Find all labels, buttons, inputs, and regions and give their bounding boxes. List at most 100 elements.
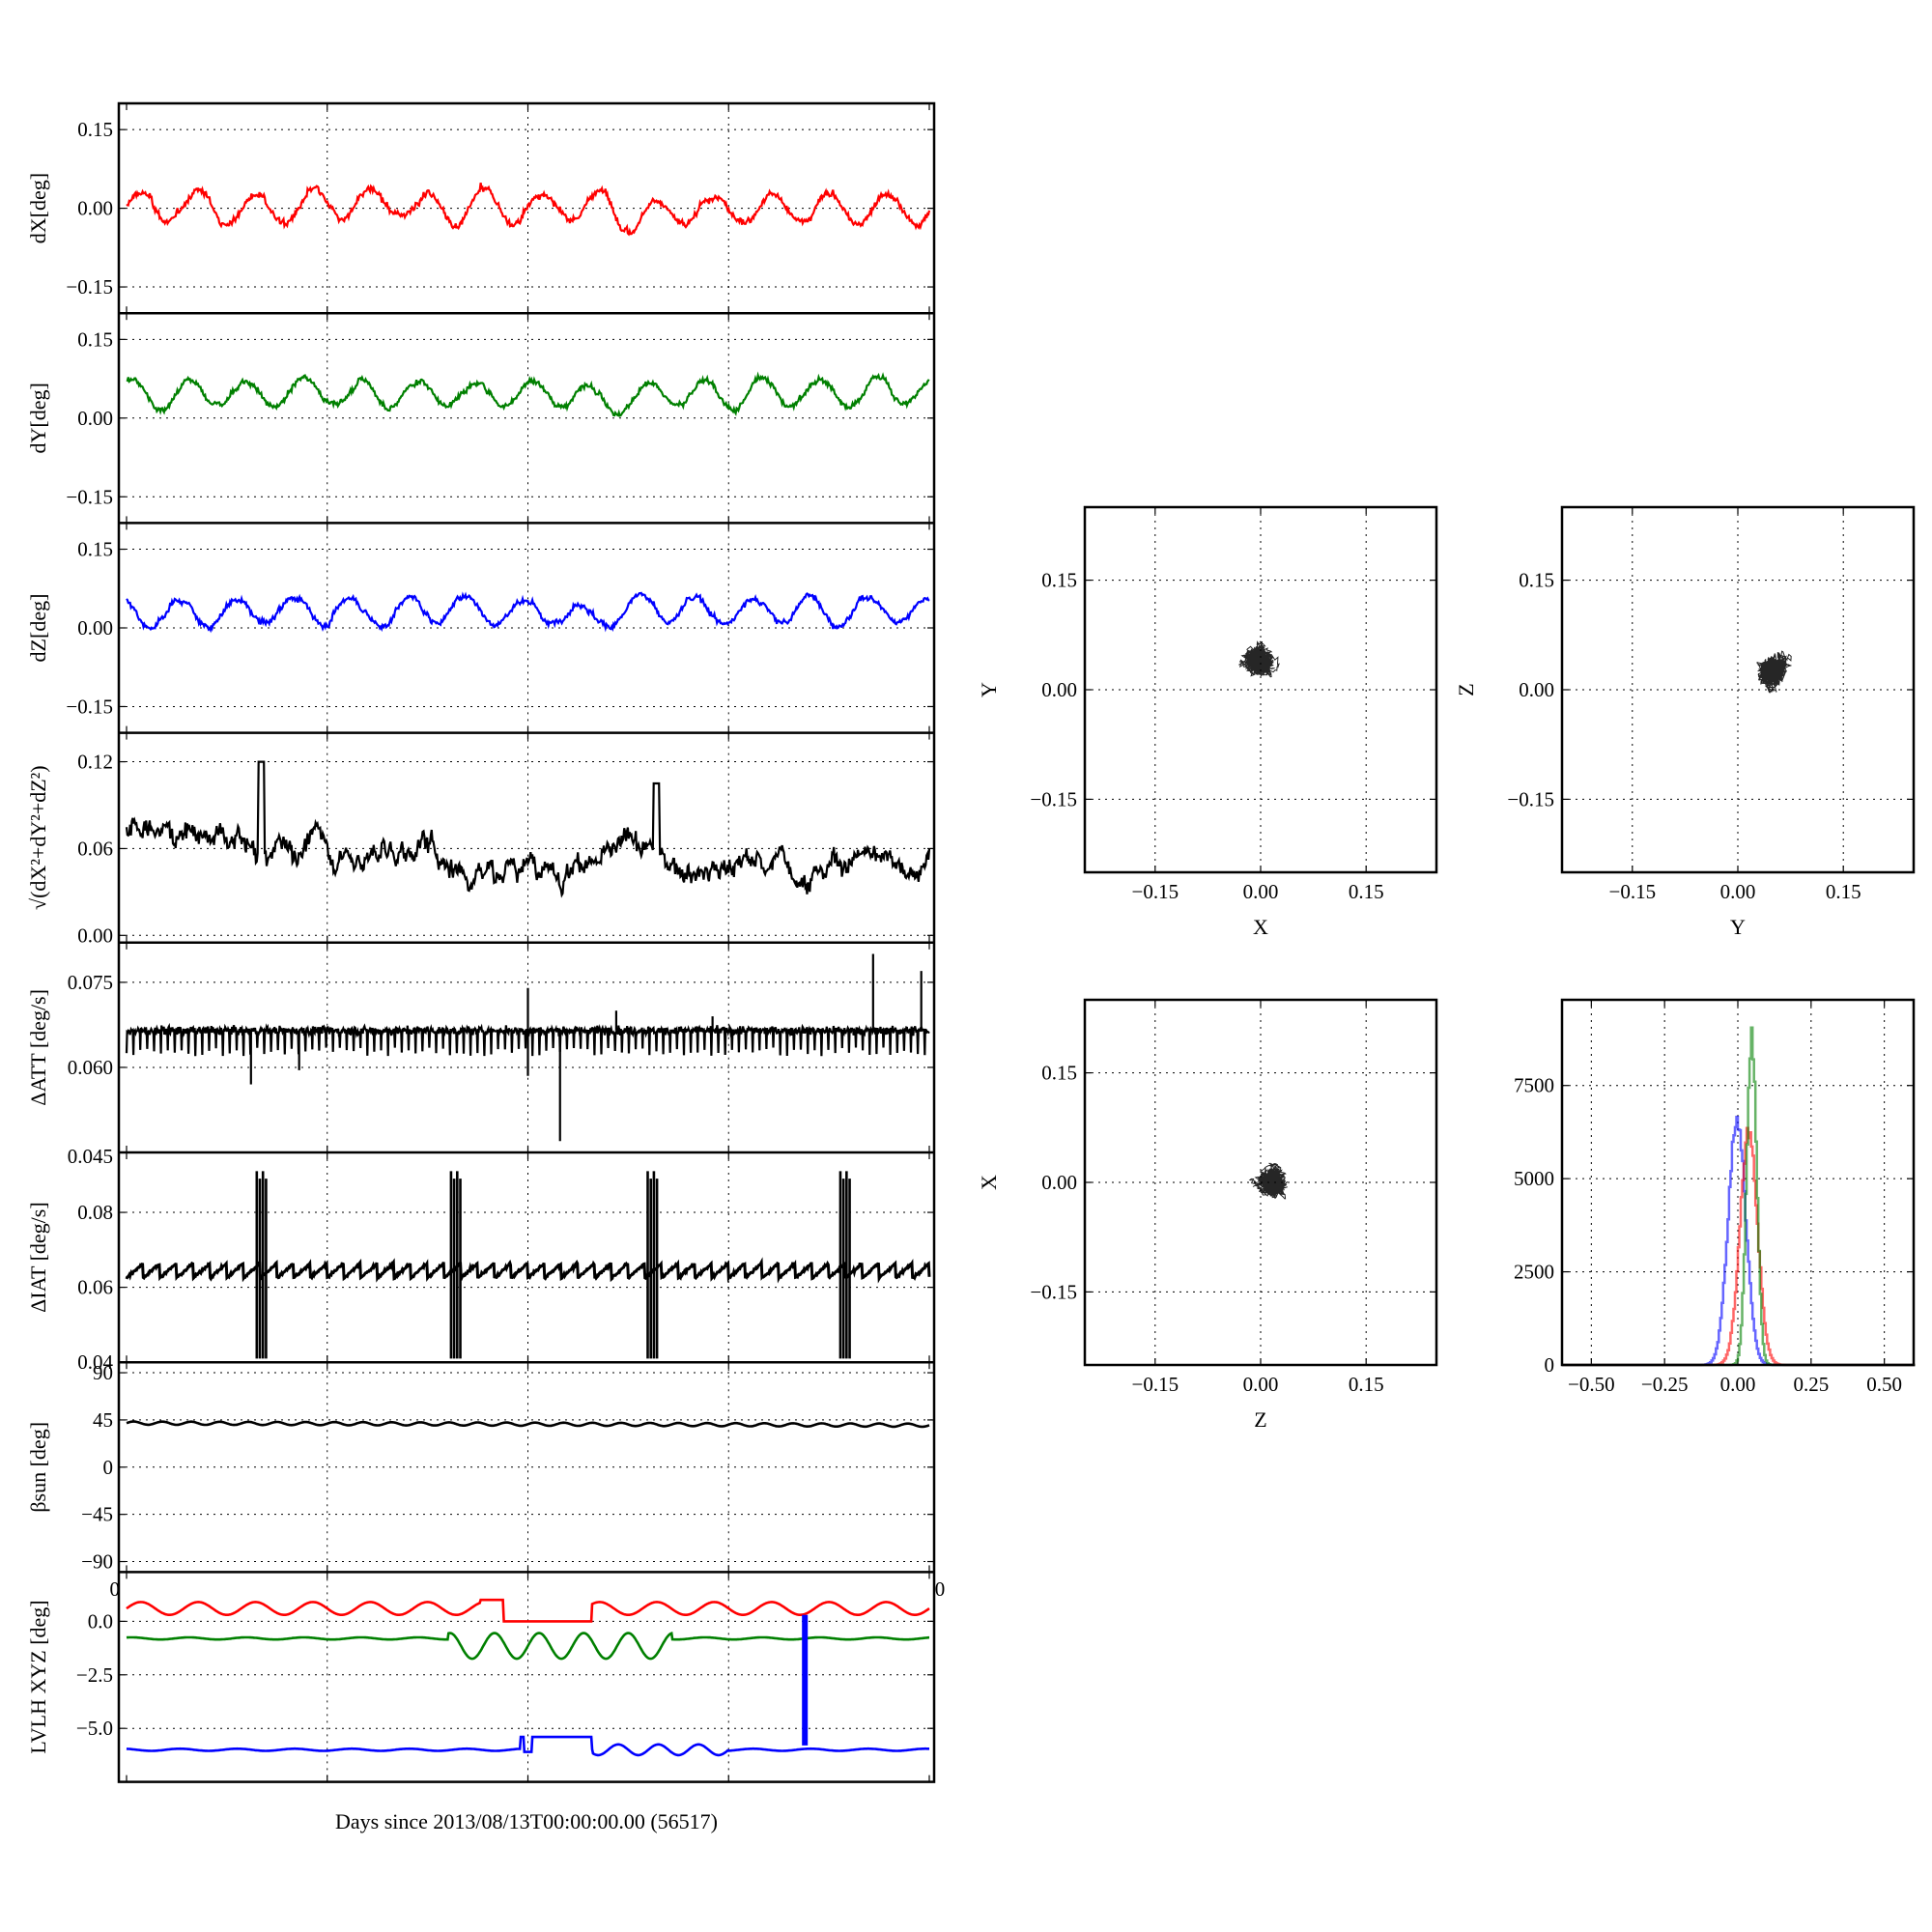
x-axis-label: X — [1253, 915, 1268, 939]
y-tick-label: 7500 — [1514, 1074, 1554, 1097]
y-tick-label: 0.12 — [77, 751, 113, 774]
y-tick-label: 0.15 — [1519, 569, 1554, 592]
y-axis-label: βsun [deg] — [26, 1422, 50, 1513]
y-axis-label: LVLH XYZ [deg] — [26, 1600, 50, 1753]
y-tick-label: 0.00 — [1519, 678, 1554, 701]
x-axis-label: Y — [1730, 915, 1746, 939]
y-tick-label: −2.5 — [76, 1663, 113, 1687]
y-tick-label: 0.04 — [77, 1350, 113, 1374]
y-tick-label: 0.08 — [77, 1201, 113, 1224]
timeseries-panel: 0.15 0.00 −0.15 dY[deg] — [26, 311, 934, 524]
timeseries-panel: 0.08 0.06 0.04 ΔIAT [deg/s] — [26, 1151, 934, 1374]
overlap-tick-label: 0 — [110, 1577, 121, 1601]
x-tick-label: −0.15 — [1609, 880, 1657, 903]
x-axis-label: Z — [1254, 1407, 1266, 1432]
y-tick-label: −0.15 — [1507, 787, 1554, 810]
y-tick-label: 0.0 — [88, 1609, 113, 1633]
y-axis-label: ΔIAT [deg/s] — [26, 1202, 50, 1313]
left-frame — [117, 101, 936, 1783]
y-tick-label: −5.0 — [76, 1717, 113, 1740]
panel-frame — [1083, 505, 1438, 874]
scatter-panel: −0.15 0.00 0.15 0.15 0.00 −0.15 Z X — [977, 998, 1438, 1432]
y-tick-label: 0.060 — [68, 1056, 113, 1079]
scatter-trace — [1248, 1162, 1289, 1200]
x-tick-label: −0.25 — [1641, 1373, 1689, 1396]
x-tick-label: −0.15 — [1132, 1373, 1179, 1396]
y-tick-label: 0.00 — [77, 407, 113, 430]
y-tick-label: 0.00 — [1041, 678, 1077, 701]
histogram-panel: −0.50 −0.25 0.00 0.25 0.50 7500 5000 2500 0 — [1514, 998, 1916, 1396]
y-tick-label: 0 — [103, 1456, 114, 1479]
y-tick-label: −0.15 — [1030, 787, 1077, 810]
y-tick-label: 45 — [93, 1408, 113, 1432]
histogram-line — [1562, 1126, 1916, 1367]
y-tick-label: 0.00 — [77, 197, 113, 220]
time-axis-label: Days since 2013/08/13T00:00:00.00 (56517… — [335, 1809, 718, 1833]
plot-area: 0.150.00−0.15dX[deg]0.150.00−0.15dY[deg]… — [26, 101, 1916, 1783]
y-tick-label: 90 — [93, 1361, 113, 1384]
x-tick-label: 0.25 — [1793, 1373, 1829, 1396]
y-axis-label: Y — [977, 682, 1001, 697]
y-tick-label: −0.15 — [66, 485, 113, 508]
panel-frame — [1083, 998, 1438, 1367]
y-tick-label: −45 — [81, 1503, 113, 1526]
y-axis-label: X — [977, 1175, 1001, 1190]
y-tick-label: 0.00 — [77, 616, 113, 639]
y-tick-label: 2500 — [1514, 1261, 1554, 1284]
x-tick-label: 0.15 — [1349, 880, 1384, 903]
y-tick-label: 0.15 — [1041, 569, 1077, 592]
series-line — [126, 591, 930, 634]
panel-frame — [1560, 998, 1916, 1367]
series-line — [126, 1735, 929, 1757]
scatter-panel: −0.15 0.00 0.15 0.15 0.00 −0.15 Y Z — [1454, 505, 1916, 939]
y-axis-label: dZ[deg] — [26, 594, 50, 663]
series-line — [126, 1598, 930, 1623]
scatter-trace — [1238, 640, 1280, 678]
y-tick-label: 0.075 — [68, 971, 113, 994]
overlap-tick-label: 0.045 — [68, 1145, 113, 1168]
y-tick-label: −0.15 — [1030, 1280, 1077, 1303]
timeseries-panel: 0.0 −2.5 −5.0 LVLH XYZ [deg] — [26, 1571, 934, 1782]
timeseries-panel: 90 45 0 −45 −90 βsun [deg] — [26, 1360, 934, 1574]
y-axis-label: dY[deg] — [26, 383, 50, 453]
y-tick-label: 5000 — [1514, 1167, 1554, 1190]
y-tick-label: −0.15 — [66, 695, 113, 718]
x-tick-label: −0.50 — [1568, 1373, 1615, 1396]
scatter-trace — [1756, 650, 1793, 694]
x-tick-label: 0.00 — [1243, 1373, 1279, 1396]
timeseries-panel: 0.075 0.060 ΔATT [deg/s] — [26, 941, 934, 1152]
x-tick-label: −0.15 — [1132, 880, 1179, 903]
x-tick-label: 0.00 — [1243, 880, 1279, 903]
y-tick-label: 0.15 — [77, 327, 113, 351]
scatter-panel: −0.15 0.00 0.15 0.15 0.00 −0.15 X Y — [977, 505, 1438, 939]
y-tick-label: 0.15 — [77, 118, 113, 141]
series-line — [125, 760, 931, 898]
x-tick-label: 0.00 — [1720, 1373, 1756, 1396]
y-tick-label: 0.06 — [77, 837, 113, 860]
series-line — [126, 183, 931, 237]
x-tick-label: 0.15 — [1826, 880, 1861, 903]
y-tick-label: 0.15 — [77, 538, 113, 561]
overlap-tick-label: 0 — [935, 1577, 946, 1601]
y-tick-label: 0 — [1545, 1353, 1555, 1377]
y-axis-label: Z — [1454, 683, 1478, 696]
y-tick-label: −90 — [81, 1550, 113, 1574]
y-tick-label: 0.15 — [1041, 1062, 1077, 1085]
y-tick-label: −0.15 — [66, 275, 113, 298]
series-line — [126, 1420, 930, 1429]
x-tick-label: 0.00 — [1720, 880, 1756, 903]
y-axis-label: √(dX²+dY²+dZ²) — [26, 765, 50, 910]
series-line — [126, 371, 930, 417]
timeseries-panel: 0.15 0.00 −0.15 dZ[deg] — [26, 522, 934, 733]
y-tick-label: 0.00 — [77, 923, 113, 947]
x-tick-label: 0.15 — [1349, 1373, 1384, 1396]
timeseries-panel: 0.12 0.06 0.00 √(dX²+dY²+dZ²) — [26, 731, 934, 947]
y-axis-label: ΔATT [deg/s] — [26, 989, 50, 1106]
panel-frame — [1560, 505, 1916, 874]
y-axis-label: dX[deg] — [26, 173, 50, 243]
y-tick-label: 0.06 — [77, 1276, 113, 1299]
timeseries-panel: 0.15 0.00 −0.15 dX[deg] — [26, 103, 934, 314]
series-line — [126, 1631, 929, 1661]
series-line — [125, 1257, 931, 1284]
